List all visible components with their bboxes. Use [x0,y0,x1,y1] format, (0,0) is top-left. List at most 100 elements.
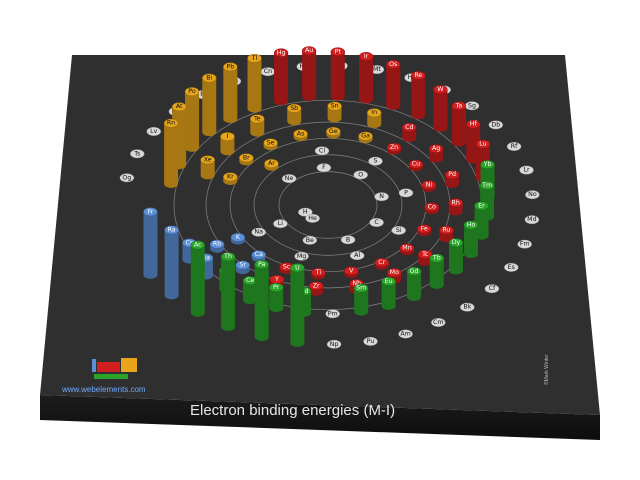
element-disc-yb [480,160,495,170]
element-symbol-tl: Tl [251,55,258,62]
element-disc-p [398,188,414,198]
element-am: Am [398,329,413,339]
element-symbol-pt: Pt [335,48,342,55]
element-f: F [316,163,332,173]
element-symbol-mn: Mn [402,245,411,252]
element-symbol-ho: Ho [467,222,476,229]
element-bar-po [185,91,200,152]
element-disc-cd [402,122,417,132]
element-symbol-ts: Ts [133,150,140,157]
element-symbol-br: Br [243,154,250,161]
element-bar-fr [143,211,158,279]
logo-s-block [92,359,96,372]
element-symbol-er: Er [478,202,485,209]
element-disc-te [250,114,265,124]
element-sg: Sg [464,101,480,111]
element-disc-be [302,235,317,245]
element-disc-li [273,219,288,229]
element-es: Es [504,262,519,272]
element-bar-pt [330,51,345,101]
element-pt: Pt [330,47,345,101]
element-disc-fr [143,207,158,217]
element-ga: Ga [358,131,373,144]
element-disc-ho [463,220,479,230]
element-bar-u [290,267,305,348]
element-symbol-md: Md [527,216,536,223]
element-disc-o [353,170,368,180]
element-cr: Cr [374,258,389,270]
element-symbol-h: H [303,209,308,216]
element-symbol-ac: Ac [194,242,202,249]
element-bar-ra [164,229,179,300]
element-disc-es [504,262,519,272]
element-symbol-es: Es [508,264,515,271]
element-disc-as [293,129,308,139]
element-disc-fm [517,239,532,249]
element-pd: Pd [444,170,460,188]
element-re: Re [411,71,426,120]
element-bar-ce [243,280,258,305]
element-symbol-db: Db [491,121,500,128]
element-disc-bi [202,73,217,83]
element-symbol-bk: Bk [463,304,471,311]
element-disc-cu [408,159,424,169]
element-bar-eu [381,281,396,310]
element-symbol-nb: Nb [352,280,361,287]
element-ts: Ts [130,149,145,159]
element-kr: Kr [223,172,238,186]
element-ar: Ar [264,159,279,171]
element-symbol-si: Si [396,227,402,234]
element-disc-cl [314,146,330,156]
element-disc-b [340,235,356,245]
element-disc-au [301,46,317,56]
element-disc-tl [247,53,262,63]
element-pr: Pr [269,283,284,313]
element-symbol-au: Au [305,47,313,54]
element-symbol-pa: Pa [258,261,266,268]
element-disc-zr [309,281,324,291]
element-disc-br [239,153,254,163]
element-tc: Tc [418,249,433,266]
element-cd: Cd [402,122,417,142]
element-mo: Mo [387,268,402,284]
board-side [40,395,600,440]
element-co: Co [424,202,439,215]
element-br: Br [239,153,254,166]
element-symbol-xe: Xe [204,156,212,163]
element-disc-rn [163,118,179,128]
element-p: P [398,188,414,198]
element-as: As [293,129,308,141]
element-disc-sn [327,101,342,111]
element-symbol-al: Al [354,252,360,259]
element-al: Al [350,251,365,261]
element-symbol-fm: Fm [520,241,530,248]
element-symbol-rh: Rh [452,199,460,206]
element-np: Np [326,339,342,349]
element-disc-tc [418,249,433,259]
element-symbol-pu: Pu [367,338,375,345]
element-disc-xe [200,155,215,165]
element-ti: Ti [311,267,326,280]
element-disc-pa [254,259,269,269]
element-bar-pa [254,264,269,342]
element-bar-gd [407,271,422,301]
element-disc-ar [264,159,279,168]
element-disc-hg [273,48,289,58]
element-symbol-pr: Pr [273,284,280,291]
element-ir: Ir [358,52,374,104]
element-disc-rh [448,198,463,208]
element-disc-cf [484,284,500,294]
element-he: He [305,213,320,223]
element-v: V [344,266,359,279]
element-disc-u [290,263,305,273]
element-symbol-sc: Sc [283,263,291,270]
element-disc-mg [294,251,309,261]
element-disc-ac [190,240,206,250]
element-symbol-be: Be [306,237,314,244]
element-symbol-zn: Zn [390,144,398,151]
element-disc-c [369,218,384,227]
element-disc-lu [475,139,491,149]
website-label[interactable]: www.webelements.com [61,385,146,394]
element-symbol-u: U [295,264,300,271]
element-disc-he [305,213,320,223]
